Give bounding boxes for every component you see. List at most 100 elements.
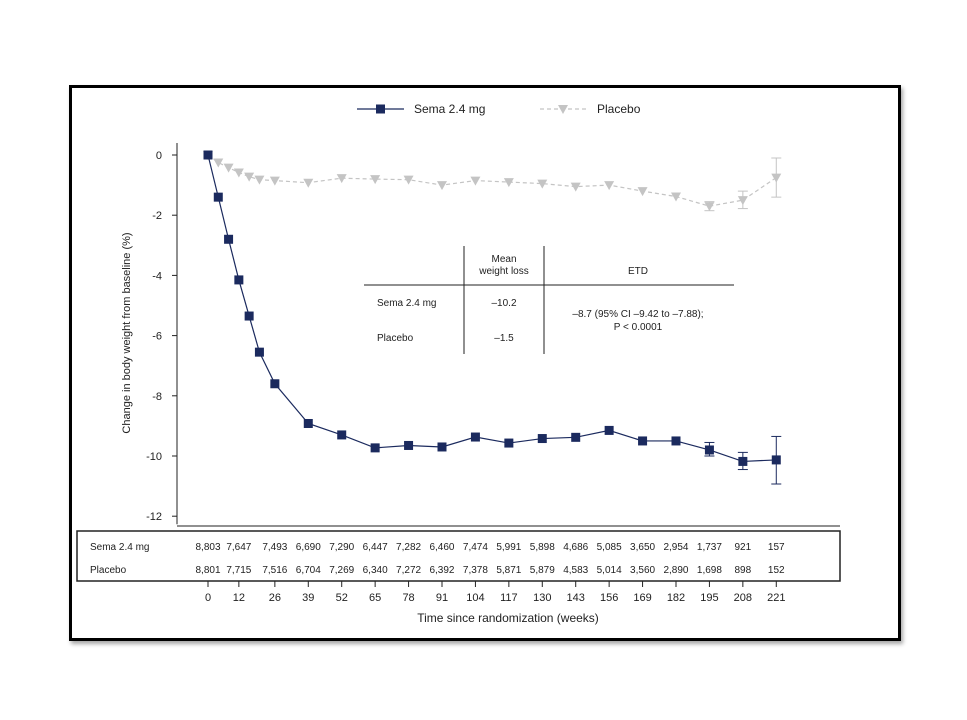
sema-data-point xyxy=(504,438,514,448)
sema-data-point xyxy=(244,311,254,321)
placebo-data-point xyxy=(336,174,347,184)
x-tick-label: 143 xyxy=(567,592,585,604)
x-tick-label: 169 xyxy=(633,592,651,604)
sema-data-point xyxy=(537,434,547,444)
y-tick-label: 0 xyxy=(156,150,162,162)
legend-placebo-marker xyxy=(558,105,568,114)
at-risk-value: 1,698 xyxy=(697,565,722,576)
placebo-data-point xyxy=(233,168,244,178)
x-tick-label: 156 xyxy=(600,592,618,604)
x-tick-label: 130 xyxy=(533,592,551,604)
at-risk-value: 152 xyxy=(768,565,785,576)
at-risk-value: 7,282 xyxy=(396,542,421,553)
sema-data-point xyxy=(270,379,280,389)
placebo-data-point xyxy=(537,179,548,189)
at-risk-value: 8,801 xyxy=(195,565,220,576)
inset-row-value: –1.5 xyxy=(494,333,514,344)
x-axis-title: Time since randomization (weeks) xyxy=(417,611,599,625)
placebo-data-point xyxy=(403,175,414,185)
sema-data-point xyxy=(470,432,480,442)
at-risk-value: 1,737 xyxy=(697,542,722,553)
placebo-data-point xyxy=(470,176,481,186)
placebo-data-point xyxy=(704,202,715,212)
at-risk-value: 7,290 xyxy=(329,542,354,553)
at-risk-value: 7,493 xyxy=(262,542,287,553)
x-tick-label: 91 xyxy=(436,592,448,604)
at-risk-value: 921 xyxy=(735,542,752,553)
at-risk-value: 6,690 xyxy=(296,542,321,553)
x-tick-label: 26 xyxy=(269,592,281,604)
at-risk-value: 7,715 xyxy=(226,565,251,576)
placebo-data-point xyxy=(670,192,681,202)
at-risk-value: 7,378 xyxy=(463,565,488,576)
sema-data-point xyxy=(704,445,714,455)
at-risk-value: 7,516 xyxy=(262,565,287,576)
legend-sema-label: Sema 2.4 mg xyxy=(414,102,485,116)
at-risk-value: 6,447 xyxy=(363,542,388,553)
sema-data-point xyxy=(370,443,380,453)
at-risk-row-label: Placebo xyxy=(90,565,127,576)
inset-row-label: Placebo xyxy=(377,333,414,344)
placebo-series-line xyxy=(207,154,777,207)
inset-row-value: –10.2 xyxy=(491,298,516,309)
at-risk-value: 5,014 xyxy=(597,565,622,576)
at-risk-value: 6,704 xyxy=(296,565,321,576)
sema-data-point xyxy=(671,436,681,446)
at-risk-value: 6,392 xyxy=(429,565,454,576)
at-risk-value: 4,686 xyxy=(563,542,588,553)
placebo-data-point xyxy=(771,173,782,183)
placebo-data-point xyxy=(503,178,514,188)
x-tick-label: 78 xyxy=(402,592,414,604)
sema-data-point xyxy=(224,234,234,244)
at-risk-value: 3,560 xyxy=(630,565,655,576)
at-risk-value: 157 xyxy=(768,542,785,553)
at-risk-value: 5,991 xyxy=(496,542,521,553)
at-risk-value: 8,803 xyxy=(195,542,220,553)
y-tick-label: -2 xyxy=(152,210,162,222)
x-tick-label: 39 xyxy=(302,592,314,604)
y-tick-label: -4 xyxy=(152,270,162,282)
at-risk-row-label: Sema 2.4 mg xyxy=(90,542,149,553)
placebo-data-point xyxy=(370,175,381,185)
inset-etd-pvalue: P < 0.0001 xyxy=(614,322,663,333)
placebo-data-point xyxy=(604,181,615,191)
placebo-data-point xyxy=(223,163,234,173)
placebo-data-point xyxy=(436,181,447,191)
inset-row-label: Sema 2.4 mg xyxy=(377,298,436,309)
y-axis-title: Change in body weight from baseline (%) xyxy=(121,232,133,433)
at-risk-table-box xyxy=(76,530,841,582)
placebo-data-point xyxy=(303,178,314,188)
sema-data-point xyxy=(604,425,614,435)
y-tick-label: -6 xyxy=(152,331,162,343)
placebo-data-point xyxy=(213,158,224,168)
placebo-data-point xyxy=(737,196,748,206)
y-tick-label: -10 xyxy=(146,451,162,463)
inset-header-weight-loss: weight loss xyxy=(478,266,528,277)
x-tick-label: 65 xyxy=(369,592,381,604)
x-tick-label: 12 xyxy=(233,592,245,604)
at-risk-value: 7,269 xyxy=(329,565,354,576)
inset-header-mean: Mean xyxy=(491,254,516,265)
x-tick-label: 182 xyxy=(667,592,685,604)
weight-change-chart: 0 -2 -4 -6 -8 -10 -12 Change in body weight fro… xyxy=(76,102,841,625)
sema-series-line xyxy=(207,154,777,463)
legend-sema-marker xyxy=(376,104,385,114)
placebo-data-point xyxy=(570,182,581,192)
placebo-data-point xyxy=(269,176,280,186)
at-risk-value: 3,650 xyxy=(630,542,655,553)
y-tick-label: -12 xyxy=(146,511,162,523)
placebo-data-point xyxy=(637,187,648,197)
sema-data-point xyxy=(771,455,781,465)
at-risk-value: 7,474 xyxy=(463,542,488,553)
x-tick-label: 221 xyxy=(767,592,785,604)
sema-data-point xyxy=(234,275,244,285)
at-risk-value: 5,871 xyxy=(496,565,521,576)
placebo-data-point xyxy=(254,175,265,185)
sema-data-point xyxy=(638,436,648,446)
inset-etd-value: –8.7 (95% CI –9.42 to –7.88); xyxy=(572,309,703,320)
at-risk-value: 4,583 xyxy=(563,565,588,576)
at-risk-value: 898 xyxy=(735,565,752,576)
at-risk-value: 7,647 xyxy=(226,542,251,553)
at-risk-value: 6,460 xyxy=(429,542,454,553)
sema-data-point xyxy=(404,440,414,450)
